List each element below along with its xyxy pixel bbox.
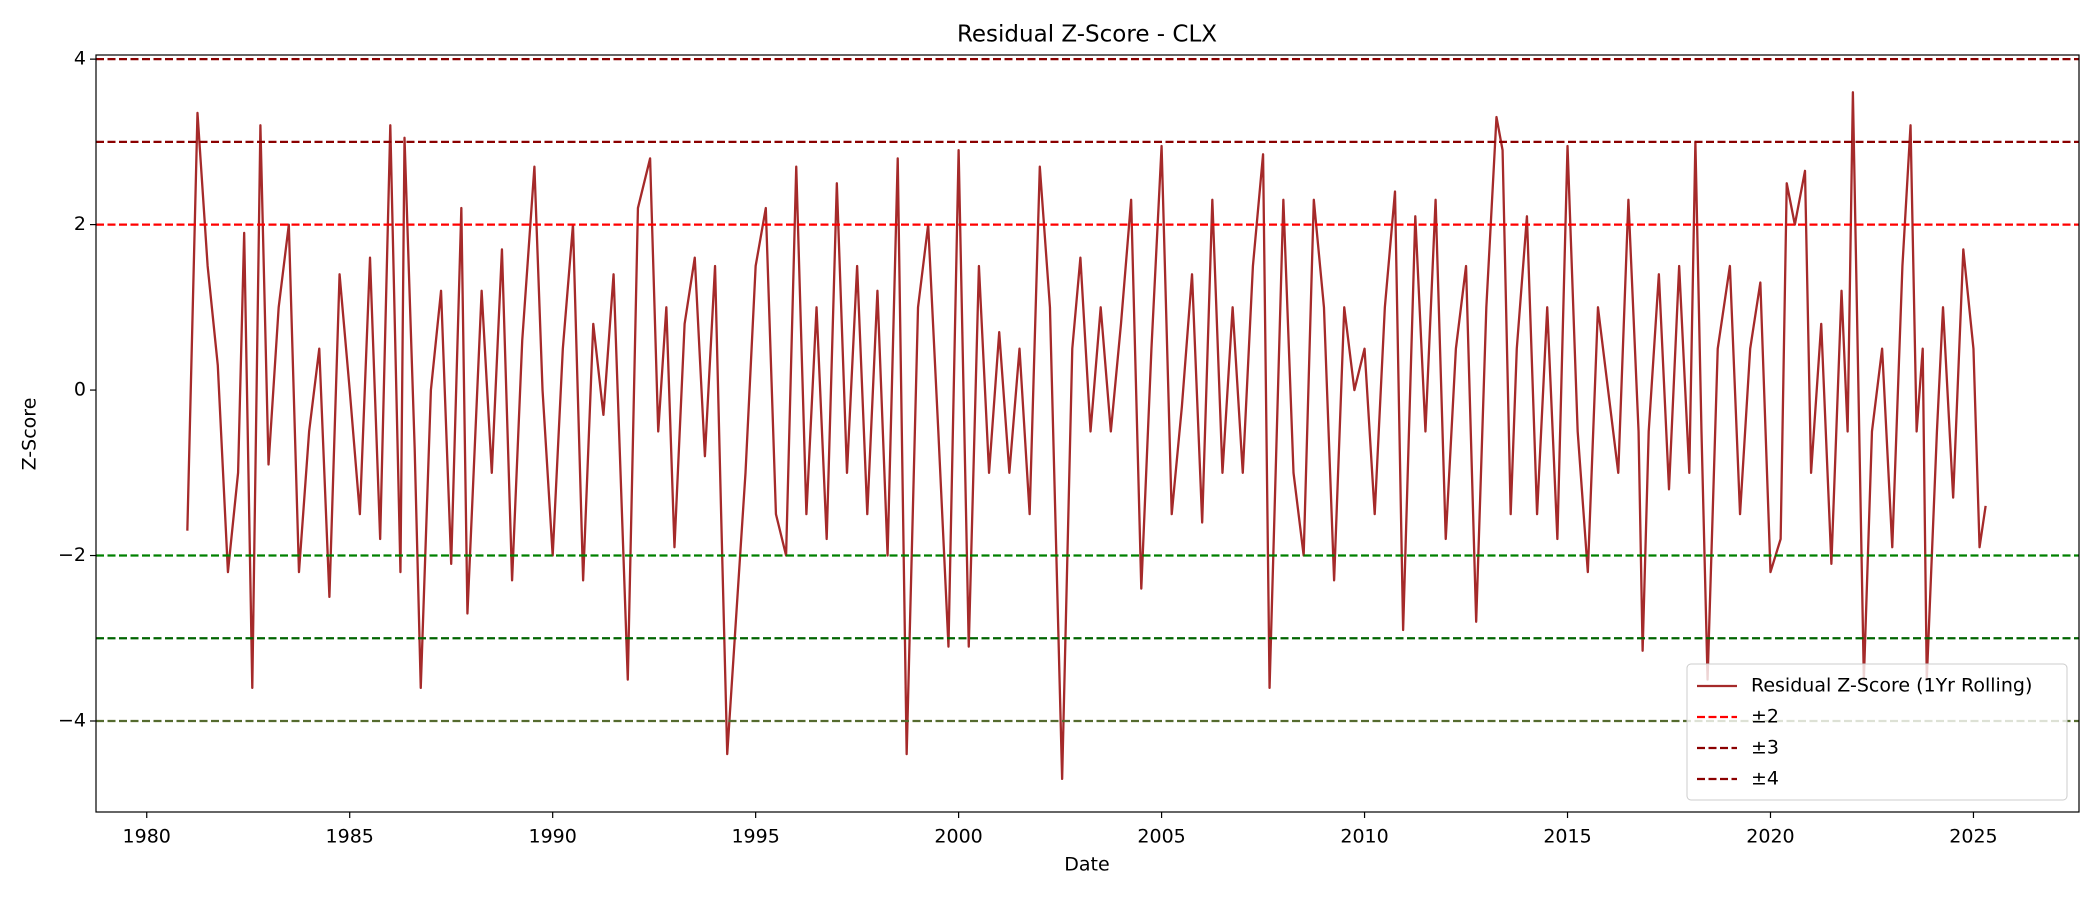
x-tick-label: 1990 <box>528 826 576 848</box>
x-tick-label: 2000 <box>934 826 982 848</box>
x-tick-label: 2010 <box>1340 826 1388 848</box>
y-tick-label: −2 <box>58 544 86 566</box>
y-tick-label: 2 <box>74 213 86 235</box>
legend-label: ±4 <box>1751 768 1779 790</box>
x-tick-label: 2025 <box>1949 826 1997 848</box>
y-tick-label: 0 <box>74 379 86 401</box>
x-tick-label: 2020 <box>1746 826 1794 848</box>
legend-box <box>1686 663 2068 801</box>
x-tick-label: 1980 <box>123 826 171 848</box>
y-tick-label: 4 <box>74 48 86 70</box>
chart-title: Residual Z-Score - CLX <box>957 22 1217 48</box>
legend-label: Residual Z-Score (1Yr Rolling) <box>1751 675 2032 697</box>
x-tick-label: 2015 <box>1543 826 1591 848</box>
x-tick-label: 1995 <box>731 826 779 848</box>
x-tick-label: 2005 <box>1137 826 1185 848</box>
legend-label: ±2 <box>1751 706 1779 728</box>
data-line <box>186 91 1987 781</box>
x-axis-label: Date <box>1064 854 1109 876</box>
y-tick-label: −4 <box>58 709 86 731</box>
plot-frame <box>95 54 2080 813</box>
legend-label: ±3 <box>1751 737 1779 759</box>
x-tick-label: 1985 <box>326 826 374 848</box>
y-axis-label: Z-Score <box>19 398 41 471</box>
